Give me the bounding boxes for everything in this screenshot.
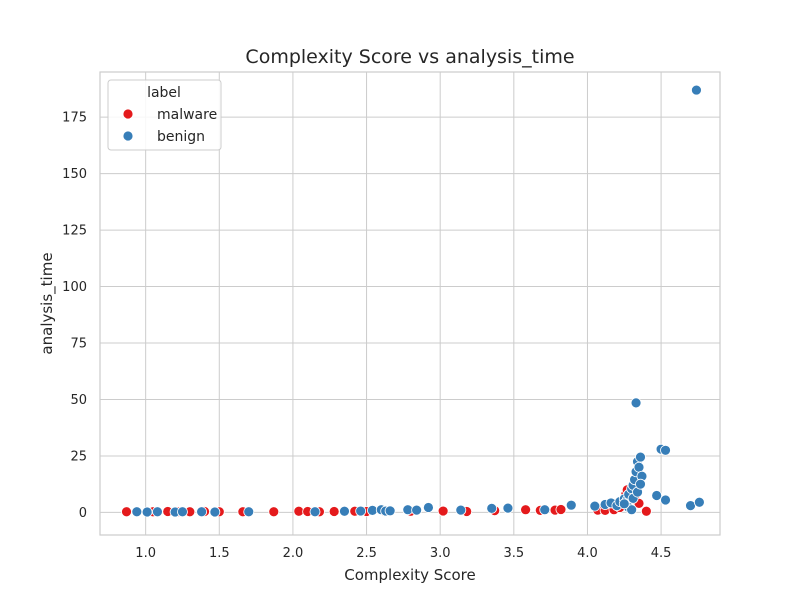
legend-title: label	[147, 85, 181, 101]
y-tick-label: 0	[79, 506, 87, 521]
data-point-benign	[423, 502, 434, 513]
data-point-benign	[618, 498, 630, 510]
legend-label-benign: benign	[157, 129, 205, 145]
data-point-benign	[339, 505, 350, 517]
legend-box	[107, 79, 222, 151]
y-tick-label: 100	[62, 280, 87, 295]
data-point-benign	[196, 506, 208, 518]
y-axis-label: analysis_time	[38, 252, 57, 354]
data-point-malware	[328, 506, 340, 517]
data-point-benign	[355, 505, 367, 517]
data-point-benign	[243, 506, 255, 518]
x-tick-label: 2.5	[356, 546, 377, 561]
data-point-benign	[660, 494, 671, 506]
axes-frame	[99, 71, 721, 536]
x-tick-label: 4.0	[577, 546, 598, 561]
y-tick-label: 150	[62, 167, 87, 182]
data-point-benign	[630, 397, 642, 409]
y-tick-label: 50	[70, 393, 87, 408]
legend-marker-malware	[122, 108, 134, 120]
data-point-benign	[589, 500, 601, 512]
data-point-benign	[209, 506, 221, 518]
data-point-malware	[555, 504, 567, 515]
data-point-benign	[633, 461, 645, 473]
chart-title: Complexity Score vs analysis_time	[245, 46, 574, 68]
x-axis-label: Complexity Score	[344, 566, 476, 584]
y-tick-labels: 0 25 50 75 100 125 150 175	[62, 111, 87, 521]
data-point-malware	[520, 504, 532, 516]
data-point-benign	[626, 504, 638, 516]
data-point-benign	[539, 504, 551, 516]
x-tick-label: 4.5	[651, 546, 672, 561]
data-point-benign	[309, 506, 321, 518]
x-tick-label: 2.0	[283, 546, 304, 561]
data-points	[121, 84, 705, 518]
data-point-malware	[640, 505, 652, 517]
x-tick-label: 3.0	[430, 546, 451, 561]
legend-label-malware: malware	[157, 107, 217, 123]
data-point-malware	[268, 506, 280, 518]
data-point-benign	[565, 499, 577, 511]
x-tick-labels: 1.0 1.5 2.0 2.5 3.0 3.5 4.0 4.5	[135, 546, 671, 561]
legend: label malware benign	[107, 79, 222, 151]
data-point-benign	[635, 478, 646, 490]
data-point-benign	[141, 506, 153, 518]
data-point-benign	[635, 451, 646, 463]
x-tick-label: 3.5	[503, 546, 524, 561]
data-point-malware	[121, 506, 132, 518]
y-tick-label: 75	[70, 337, 87, 352]
data-point-benign	[651, 490, 663, 501]
legend-marker-benign	[122, 130, 134, 142]
data-point-benign	[152, 506, 163, 518]
data-point-benign	[660, 444, 671, 456]
data-point-benign	[384, 505, 396, 517]
data-point-benign	[693, 496, 705, 508]
data-point-benign	[486, 502, 498, 514]
data-point-benign	[411, 504, 423, 516]
x-tick-label: 1.5	[209, 546, 230, 561]
y-tick-label: 175	[62, 111, 87, 126]
x-tick-label: 1.0	[135, 546, 156, 561]
data-point-benign	[455, 504, 467, 516]
y-tick-label: 125	[62, 224, 87, 239]
data-point-benign	[131, 506, 143, 518]
data-point-benign	[691, 84, 702, 96]
data-point-malware	[437, 505, 449, 517]
data-point-benign	[502, 502, 514, 514]
y-tick-label: 25	[70, 449, 87, 464]
data-point-benign	[177, 506, 188, 518]
